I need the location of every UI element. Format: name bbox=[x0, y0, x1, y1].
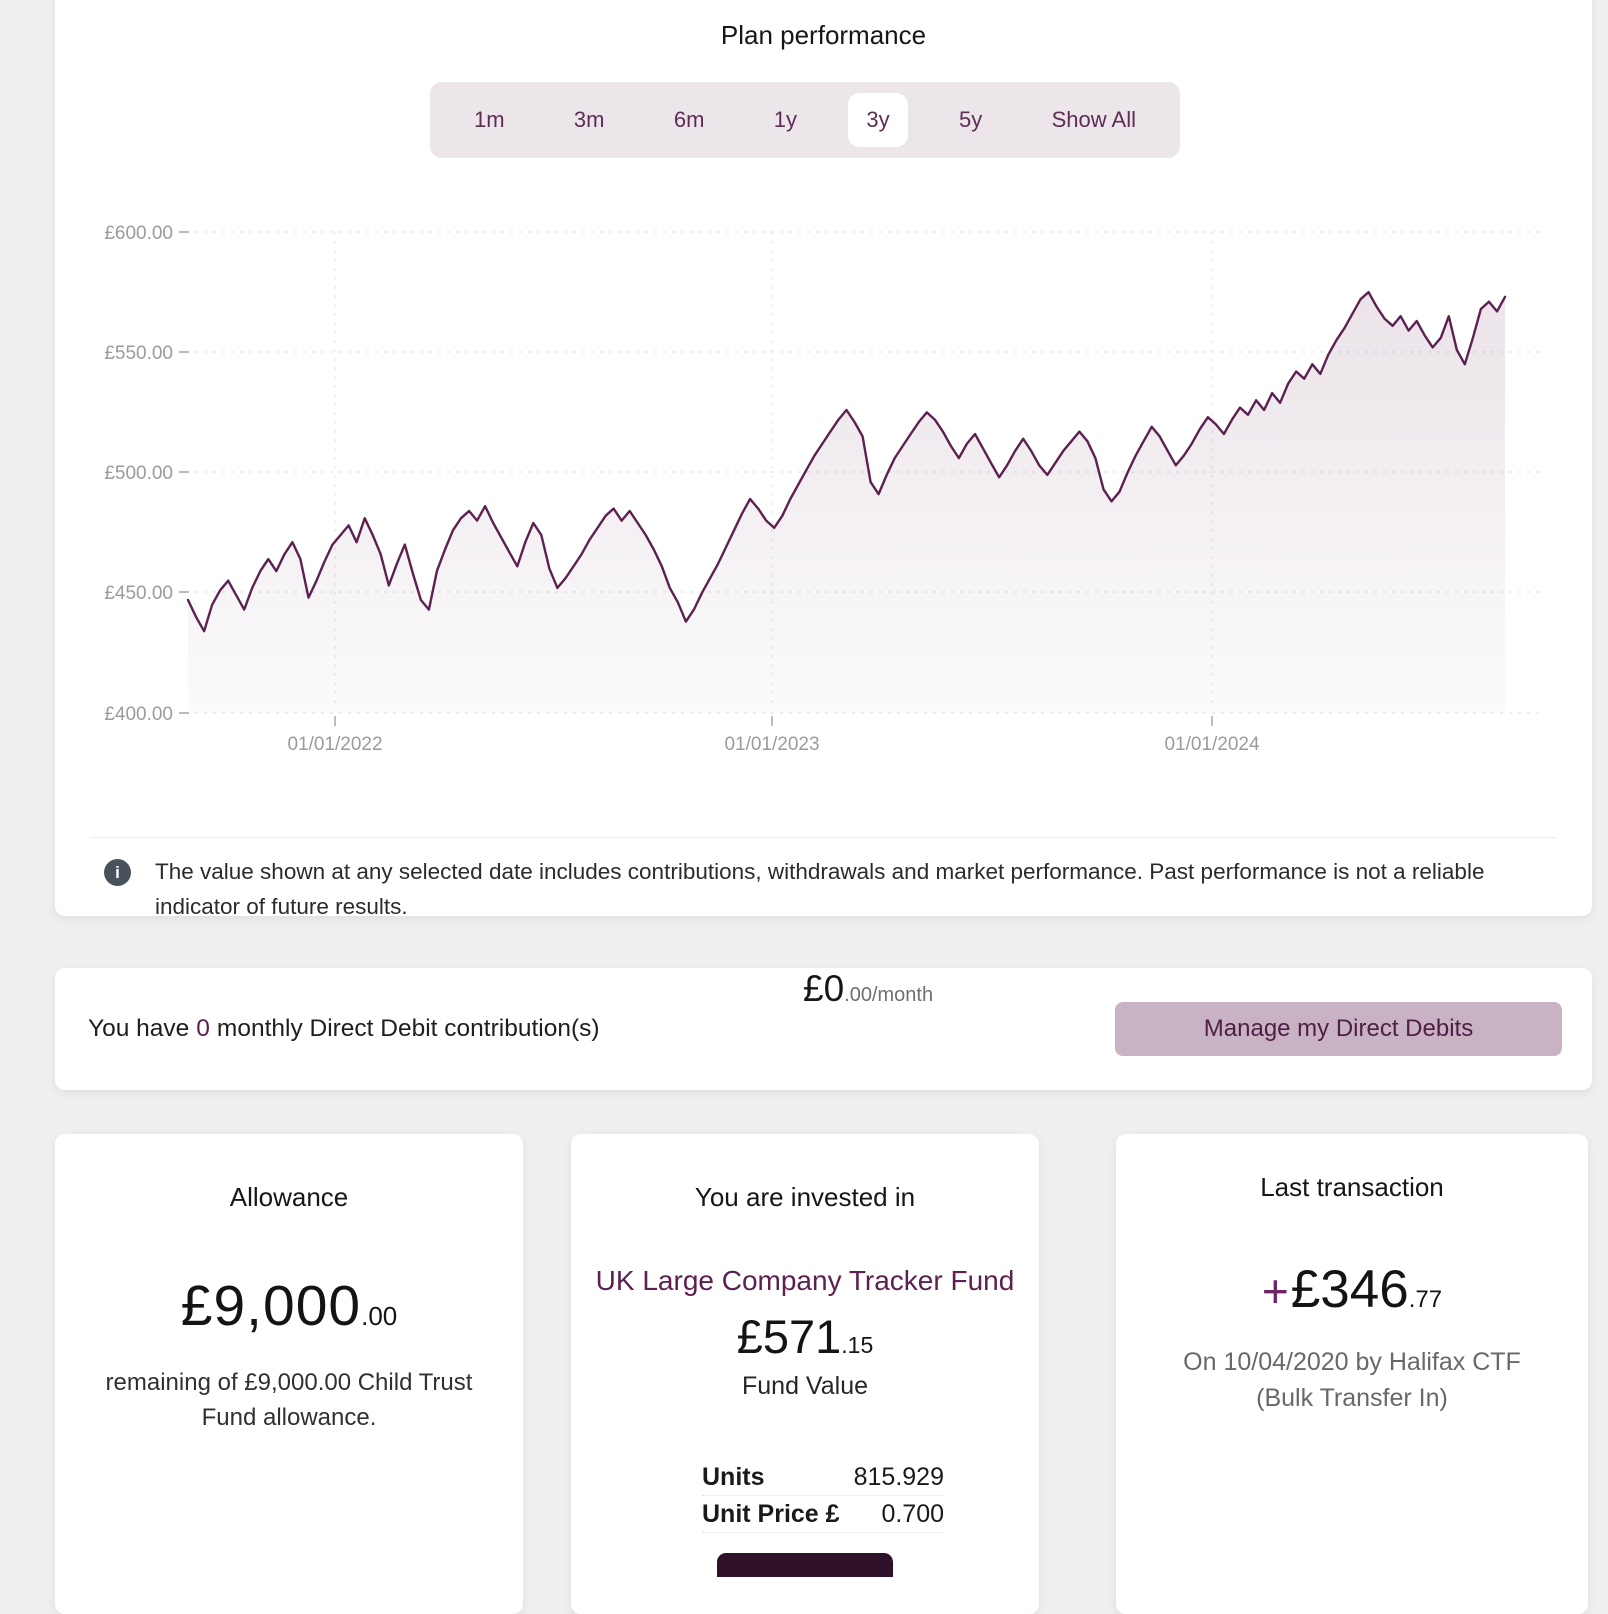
invested-title: You are invested in bbox=[694, 1182, 916, 1212]
range-button-1y[interactable]: 1y bbox=[756, 93, 815, 147]
dd-amount-main: £0 bbox=[803, 968, 845, 1009]
y-axis-label: £400.00 bbox=[104, 704, 173, 725]
dd-text-prefix: You have bbox=[88, 1015, 190, 1042]
range-button-3y[interactable]: 3y bbox=[848, 93, 908, 147]
last-transaction-card: Last transaction + £346 .77 On 10/04/202… bbox=[1116, 1134, 1588, 1614]
range-button-5y[interactable]: 5y bbox=[941, 93, 1000, 147]
tx-amount-fraction: .77 bbox=[1408, 1286, 1443, 1313]
last-transaction-amount: + £346 .77 bbox=[1116, 1259, 1588, 1320]
fund-units-label: Units bbox=[702, 1463, 765, 1491]
x-axis-label: 01/01/2024 bbox=[1164, 734, 1260, 755]
x-axis-label: 01/01/2022 bbox=[287, 734, 382, 755]
chart-info-note: i The value shown at any selected date i… bbox=[90, 837, 1557, 924]
range-button-1m[interactable]: 1m bbox=[456, 93, 523, 147]
x-axis-label: 01/01/2023 bbox=[724, 734, 819, 755]
plan-performance-chart[interactable]: £600.00 £550.00 £500.00 £450.00 £400.00 … bbox=[55, 210, 1592, 800]
allowance-card: Allowance £9,000 .00 remaining of £9,000… bbox=[55, 1134, 523, 1614]
plan-value-area bbox=[188, 292, 1505, 713]
fund-value-fraction: .15 bbox=[841, 1332, 874, 1358]
allowance-amount-fraction: .00 bbox=[361, 1301, 398, 1331]
time-range-selector: 1m 3m 6m 1y 3y 5y Show All bbox=[430, 82, 1180, 158]
fund-unit-price-label: Unit Price £ bbox=[702, 1500, 840, 1528]
dd-text-suffix: monthly Direct Debit contribution(s) bbox=[216, 1015, 600, 1042]
allowance-amount: £9,000 .00 bbox=[55, 1273, 523, 1339]
direct-debit-card: You have 0 monthly Direct Debit contribu… bbox=[55, 968, 1592, 1090]
range-button-3m[interactable]: 3m bbox=[556, 93, 623, 147]
dd-monthly-amount: £0 .00/month bbox=[803, 968, 933, 1090]
y-axis-label: £500.00 bbox=[104, 463, 173, 484]
allowance-amount-main: £9,000 bbox=[180, 1274, 362, 1338]
fund-unit-price-row: Unit Price £ 0.700 bbox=[702, 1496, 944, 1533]
range-button-6m[interactable]: 6m bbox=[656, 93, 723, 147]
plan-performance-card: Plan performance 1m 3m 6m 1y 3y 5y Show … bbox=[55, 0, 1592, 919]
manage-direct-debits-button[interactable]: Manage my Direct Debits bbox=[1115, 1002, 1562, 1056]
info-icon: i bbox=[104, 859, 131, 886]
fund-value-main: £571 bbox=[736, 1310, 842, 1363]
invested-card: You are invested in UK Large Company Tra… bbox=[571, 1134, 1039, 1614]
range-button-show-all[interactable]: Show All bbox=[1034, 93, 1154, 147]
fund-unit-price-value: 0.700 bbox=[881, 1500, 944, 1528]
dd-amount-suffix: .00/month bbox=[844, 984, 934, 1006]
fund-name-link[interactable]: UK Large Company Tracker Fund bbox=[595, 1265, 1015, 1296]
fund-details-table: Units 815.929 Unit Price £ 0.700 bbox=[702, 1459, 944, 1533]
tx-plus-sign: + bbox=[1261, 1265, 1289, 1317]
plan-performance-title: Plan performance bbox=[720, 20, 927, 50]
fund-units-row: Units 815.929 bbox=[702, 1459, 944, 1496]
plan-value-line bbox=[186, 290, 1507, 633]
chart-info-text: The value shown at any selected date inc… bbox=[155, 859, 1485, 919]
y-axis-label: £450.00 bbox=[104, 583, 173, 604]
fund-value-amount: £571 .15 bbox=[571, 1309, 1039, 1364]
y-axis-label: £550.00 bbox=[104, 343, 173, 364]
allowance-description: remaining of £9,000.00 Child Trust Fund … bbox=[105, 1369, 473, 1431]
last-transaction-title: Last transaction bbox=[1260, 1172, 1444, 1202]
fund-action-button-clipped[interactable] bbox=[717, 1553, 893, 1577]
allowance-title: Allowance bbox=[229, 1182, 349, 1212]
last-transaction-description: On 10/04/2020 by Halifax CTF (Bulk Trans… bbox=[1183, 1348, 1521, 1412]
fund-units-value: 815.929 bbox=[853, 1463, 944, 1491]
fund-value-label: Fund Value bbox=[741, 1372, 868, 1400]
dd-count: 0 bbox=[196, 1015, 210, 1042]
direct-debit-summary: You have 0 monthly Direct Debit contribu… bbox=[88, 968, 600, 1090]
y-axis-label: £600.00 bbox=[104, 223, 173, 244]
tx-amount-main: £346 bbox=[1290, 1260, 1409, 1319]
